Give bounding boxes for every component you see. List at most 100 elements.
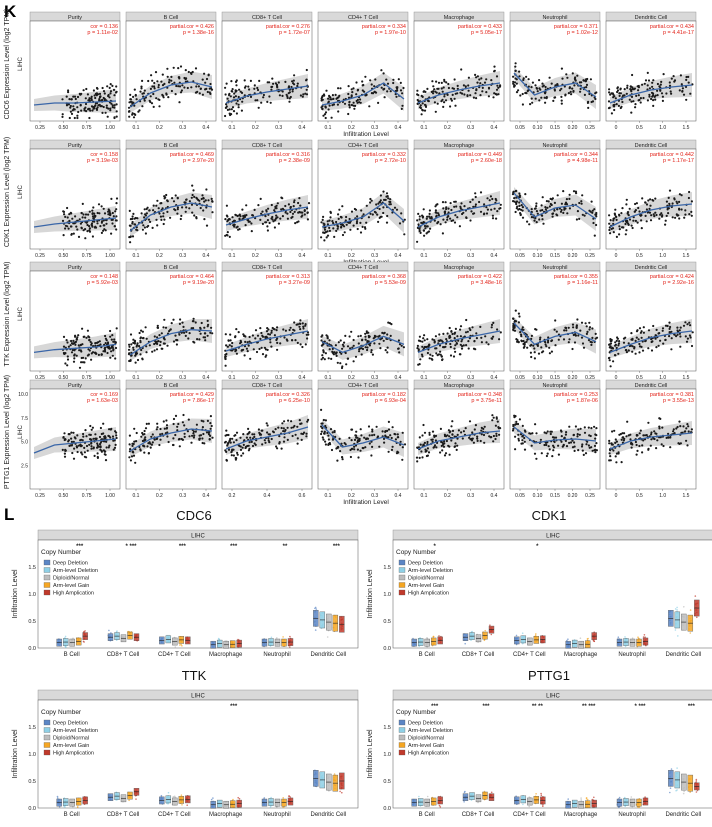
data-point [128, 443, 131, 446]
data-point [434, 439, 437, 442]
data-point [421, 434, 424, 437]
data-point [233, 219, 236, 222]
data-point [560, 208, 563, 212]
data-point [453, 337, 456, 340]
data-point [224, 93, 227, 96]
data-point [66, 358, 70, 361]
data-point [485, 212, 489, 215]
data-point [350, 103, 353, 107]
data-point [669, 436, 672, 439]
data-point [383, 441, 386, 444]
data-point [161, 432, 164, 435]
data-point [419, 104, 422, 107]
data-point [327, 434, 330, 437]
data-point [441, 358, 444, 362]
data-point [433, 444, 437, 447]
data-point [381, 430, 384, 433]
data-point [522, 342, 525, 346]
data-point [462, 211, 465, 214]
data-point [535, 457, 538, 460]
data-point [668, 321, 671, 324]
data-point [100, 105, 103, 108]
data-point [426, 338, 429, 341]
data-point [521, 206, 525, 209]
data-point [681, 87, 685, 90]
data-point [376, 435, 380, 438]
data-point [91, 426, 94, 429]
data-point [143, 451, 146, 454]
x-tick-label: 0.4 [299, 253, 306, 259]
data-point [492, 335, 495, 338]
p-value: p = 5.92e-03 [87, 280, 118, 286]
jitter-point [464, 642, 467, 645]
data-point [157, 86, 160, 89]
data-point [401, 458, 404, 461]
data-point [460, 202, 463, 205]
p-value: p = 6.93e-04 [375, 398, 406, 404]
data-point [235, 439, 238, 442]
data-point [127, 110, 131, 113]
data-point [328, 348, 331, 351]
data-point [206, 419, 209, 422]
legend-swatch [398, 582, 406, 588]
data-point [479, 210, 483, 213]
data-point [353, 438, 357, 441]
p-value: p = 5.05e-17 [471, 30, 502, 36]
data-point [63, 432, 66, 435]
data-point [561, 445, 564, 448]
data-point [615, 346, 618, 349]
data-point [514, 423, 517, 426]
data-point [437, 353, 441, 356]
data-point [206, 319, 209, 322]
data-point [128, 352, 131, 355]
p-value: p = 9.19e-20 [183, 280, 214, 286]
x-tick-label: 1.0 [659, 375, 666, 381]
data-point [69, 110, 72, 113]
data-point [229, 441, 232, 444]
data-point [95, 107, 98, 110]
category-label: CD4+ T Cell [158, 652, 191, 658]
data-point [84, 97, 87, 100]
data-point [83, 451, 86, 454]
data-point [107, 446, 110, 449]
data-point [336, 103, 339, 106]
data-point [433, 340, 436, 343]
data-point [567, 92, 571, 95]
data-point [225, 429, 228, 432]
data-point [675, 427, 678, 430]
data-point [647, 421, 650, 424]
data-point [174, 93, 177, 96]
data-point [95, 86, 99, 90]
p-value: p = 3.48e-16 [471, 280, 502, 286]
data-point [263, 346, 266, 349]
data-point [577, 428, 580, 431]
data-point [149, 446, 152, 449]
data-point [417, 212, 420, 215]
data-point [571, 347, 574, 351]
data-point [87, 213, 90, 216]
data-point [425, 345, 428, 349]
x-tick-label: 0.2 [348, 493, 355, 499]
data-point [610, 227, 613, 230]
data-point [455, 448, 458, 451]
data-point [524, 193, 527, 196]
data-point [238, 444, 241, 448]
data-point [560, 95, 563, 98]
data-point [249, 357, 252, 360]
data-point [232, 441, 235, 444]
data-point [143, 433, 146, 436]
data-point [132, 116, 136, 119]
data-point [168, 330, 171, 333]
data-point [654, 98, 657, 101]
data-point [512, 427, 515, 430]
data-point [464, 427, 467, 430]
data-point [276, 326, 279, 329]
data-point [172, 66, 175, 69]
data-point [483, 81, 487, 84]
data-point [427, 100, 430, 103]
data-point [337, 96, 340, 99]
data-point [285, 93, 288, 96]
data-point [448, 326, 451, 330]
data-point [514, 309, 517, 312]
